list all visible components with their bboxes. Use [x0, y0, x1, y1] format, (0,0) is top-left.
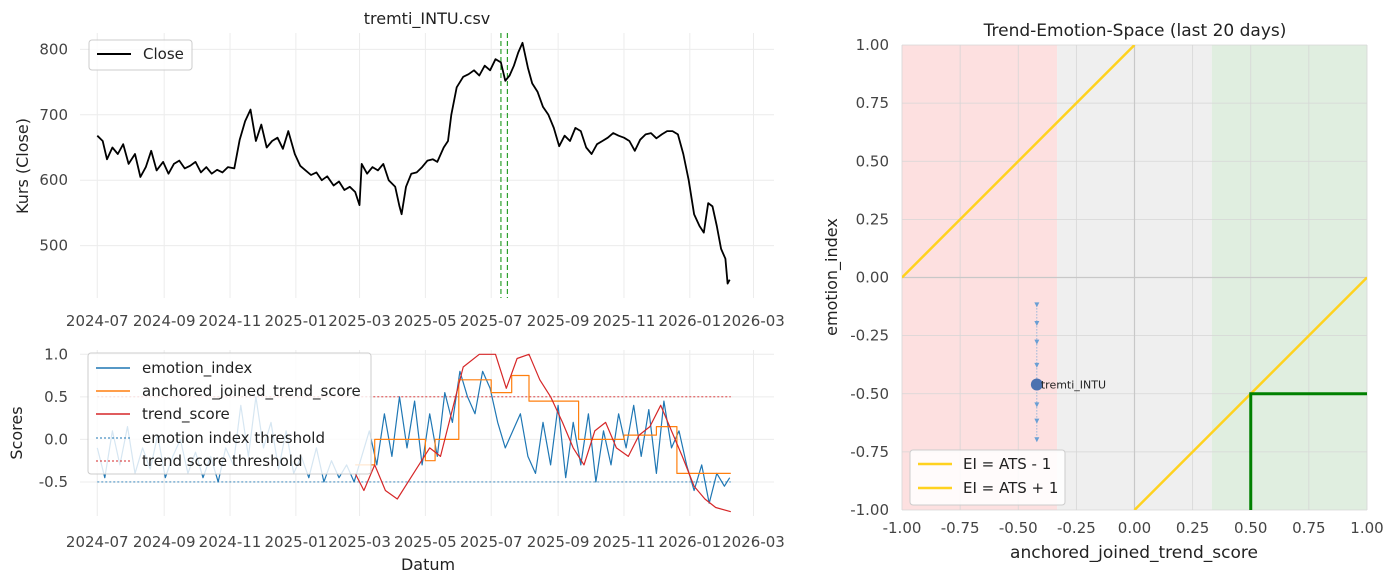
- x-tick-label: -0.50: [999, 519, 1038, 537]
- y-tick-label: -0.50: [850, 385, 889, 403]
- y-tick-label: 1.00: [856, 36, 889, 54]
- series-line-emotion-index: [96, 370, 731, 504]
- y-tick-label: 0.50: [856, 152, 889, 170]
- y-tick-label: 500: [39, 237, 68, 255]
- x-tick-label: 2026-03: [722, 533, 785, 551]
- y-tick-label: 0.00: [856, 269, 889, 287]
- trail-arrow: [1034, 302, 1040, 308]
- legend-label-trend-score: trend_score: [142, 405, 230, 424]
- y-tick-label: 0.25: [856, 210, 889, 228]
- x-tick-label: 2026-01: [658, 533, 721, 551]
- x-tick-label: 2025-01: [265, 533, 328, 551]
- y-tick-label: 800: [39, 40, 68, 58]
- reference-lines: [902, 45, 1367, 510]
- legend: emotion_index anchored_joined_trend_scor…: [87, 352, 372, 475]
- x-tick-label: -0.75: [941, 519, 980, 537]
- y-tick-label: 0.75: [856, 94, 889, 112]
- x-axis-label: anchored_joined_trend_score: [1010, 543, 1258, 563]
- y-tick-label: 0.5: [44, 388, 68, 406]
- legend-label-emotion-index: emotion_index: [142, 359, 252, 378]
- y-tick-label: 0.0: [44, 430, 68, 448]
- y-tick-label: -0.75: [850, 443, 889, 461]
- y-axis-label: Kurs (Close): [13, 118, 32, 214]
- chart-title: Trend-Emotion-Space (last 20 days): [983, 21, 1287, 41]
- x-tick-label: 0.00: [1118, 519, 1151, 537]
- legend-label-ei-plus: EI = ATS + 1: [963, 479, 1058, 497]
- gridlines: [80, 33, 774, 298]
- y-tick-label: -0.5: [39, 473, 68, 491]
- y-axis-label: Scores: [7, 406, 26, 459]
- trail-arrow: [1034, 402, 1040, 408]
- y-tick-labels: -1.00 -0.75 -0.50 -0.25 0.00 0.25 0.50 0.75 1.00: [850, 36, 889, 519]
- series-line-close: [96, 41, 731, 285]
- x-axis-label: Datum: [401, 555, 455, 574]
- trail-arrow: [1034, 321, 1040, 326]
- x-tick-label: -0.25: [1057, 519, 1096, 537]
- legend-frame: [88, 39, 193, 71]
- y-tick-label: 700: [39, 106, 68, 124]
- x-tick-label: 2025-11: [593, 312, 656, 330]
- close-price-chart: tremti_INTU.csv Kurs (Close) 500 600 700 80…: [13, 9, 785, 330]
- legend-frame: [87, 352, 372, 475]
- legend: Close: [88, 39, 193, 71]
- x-tick-label: 2025-01: [265, 312, 328, 330]
- x-tick-label: 2025-03: [328, 533, 391, 551]
- x-tick-label: 2025-09: [527, 312, 590, 330]
- current-point-label: tremti_INTU: [1041, 378, 1106, 391]
- legend: EI = ATS - 1 EI = ATS + 1: [909, 449, 1066, 506]
- x-tick-label: 2024-07: [66, 312, 129, 330]
- x-tick-label: 2025-05: [394, 312, 457, 330]
- trail-arrow: [1034, 437, 1040, 443]
- y-tick-label: 600: [39, 171, 68, 189]
- x-tick-labels: 2024-07 2024-09 2024-11 2025-01 2025-03 2025-…: [66, 312, 785, 330]
- y-tick-label: -0.25: [850, 327, 889, 345]
- legend-label-close: Close: [143, 45, 184, 63]
- scores-chart: Scores Datum -0.5 0.0 0.5 1.0 2024-07 2024-0…: [7, 345, 785, 574]
- x-tick-label: 2026-01: [658, 312, 721, 330]
- x-tick-label: 2025-11: [593, 533, 656, 551]
- y-tick-label: -1.00: [850, 501, 889, 519]
- x-tick-label: 2026-03: [722, 312, 785, 330]
- x-tick-label: 2025-07: [460, 533, 523, 551]
- x-tick-label: 1.00: [1350, 519, 1383, 537]
- x-tick-labels: -1.00 -0.75 -0.50 -0.25 0.00 0.25 0.50 0.75 1.00: [883, 519, 1384, 537]
- legend-label-emotion-threshold: emotion index threshold: [142, 429, 325, 447]
- current-point: [1030, 378, 1043, 391]
- x-tick-label: 2024-11: [199, 533, 262, 551]
- x-tick-label: 2024-11: [199, 312, 262, 330]
- x-tick-label: 0.75: [1292, 519, 1325, 537]
- x-tick-label: 0.25: [1176, 519, 1209, 537]
- x-tick-label: 2025-03: [328, 312, 391, 330]
- legend-label-anchored: anchored_joined_trend_score: [142, 382, 361, 401]
- x-tick-label: 2024-07: [66, 533, 129, 551]
- x-tick-label: 2025-07: [460, 312, 523, 330]
- x-tick-label: -1.00: [883, 519, 922, 537]
- trail-arrow: [1034, 418, 1040, 424]
- trend-emotion-space-chart: Trend-Emotion-Space (last 20 days) emoti…: [822, 21, 1384, 563]
- series-lines: [96, 353, 731, 513]
- trail-arrow: [1034, 339, 1040, 345]
- x-tick-label: 0.50: [1234, 519, 1267, 537]
- x-tick-label: 2024-09: [133, 312, 196, 330]
- signal-box: [1249, 392, 1367, 510]
- trail-arrow: [1034, 362, 1040, 368]
- x-tick-label: 2025-09: [527, 533, 590, 551]
- legend-label-trend-threshold: trend score threshold: [142, 452, 302, 470]
- points: tremti_INTU: [1030, 302, 1106, 443]
- y-tick-labels: -0.5 0.0 0.5 1.0: [39, 345, 68, 491]
- y-tick-label: 1.0: [44, 345, 68, 363]
- legend-label-ei-minus: EI = ATS - 1: [963, 455, 1051, 473]
- y-tick-labels: 500 600 700 800: [39, 40, 68, 254]
- ei-ats-plus-line: [902, 45, 1136, 279]
- y-axis-label: emotion_index: [822, 218, 842, 336]
- x-tick-label: 2024-09: [133, 533, 196, 551]
- x-tick-labels: 2024-07 2024-09 2024-11 2025-01 2025-03 2025-…: [66, 533, 785, 551]
- series-line-trend-score: [354, 353, 731, 513]
- x-tick-label: 2025-05: [394, 533, 457, 551]
- chart-title: tremti_INTU.csv: [364, 9, 491, 29]
- series-line-anchored-joined-trend-score: [355, 374, 731, 474]
- series-lines: [96, 41, 731, 285]
